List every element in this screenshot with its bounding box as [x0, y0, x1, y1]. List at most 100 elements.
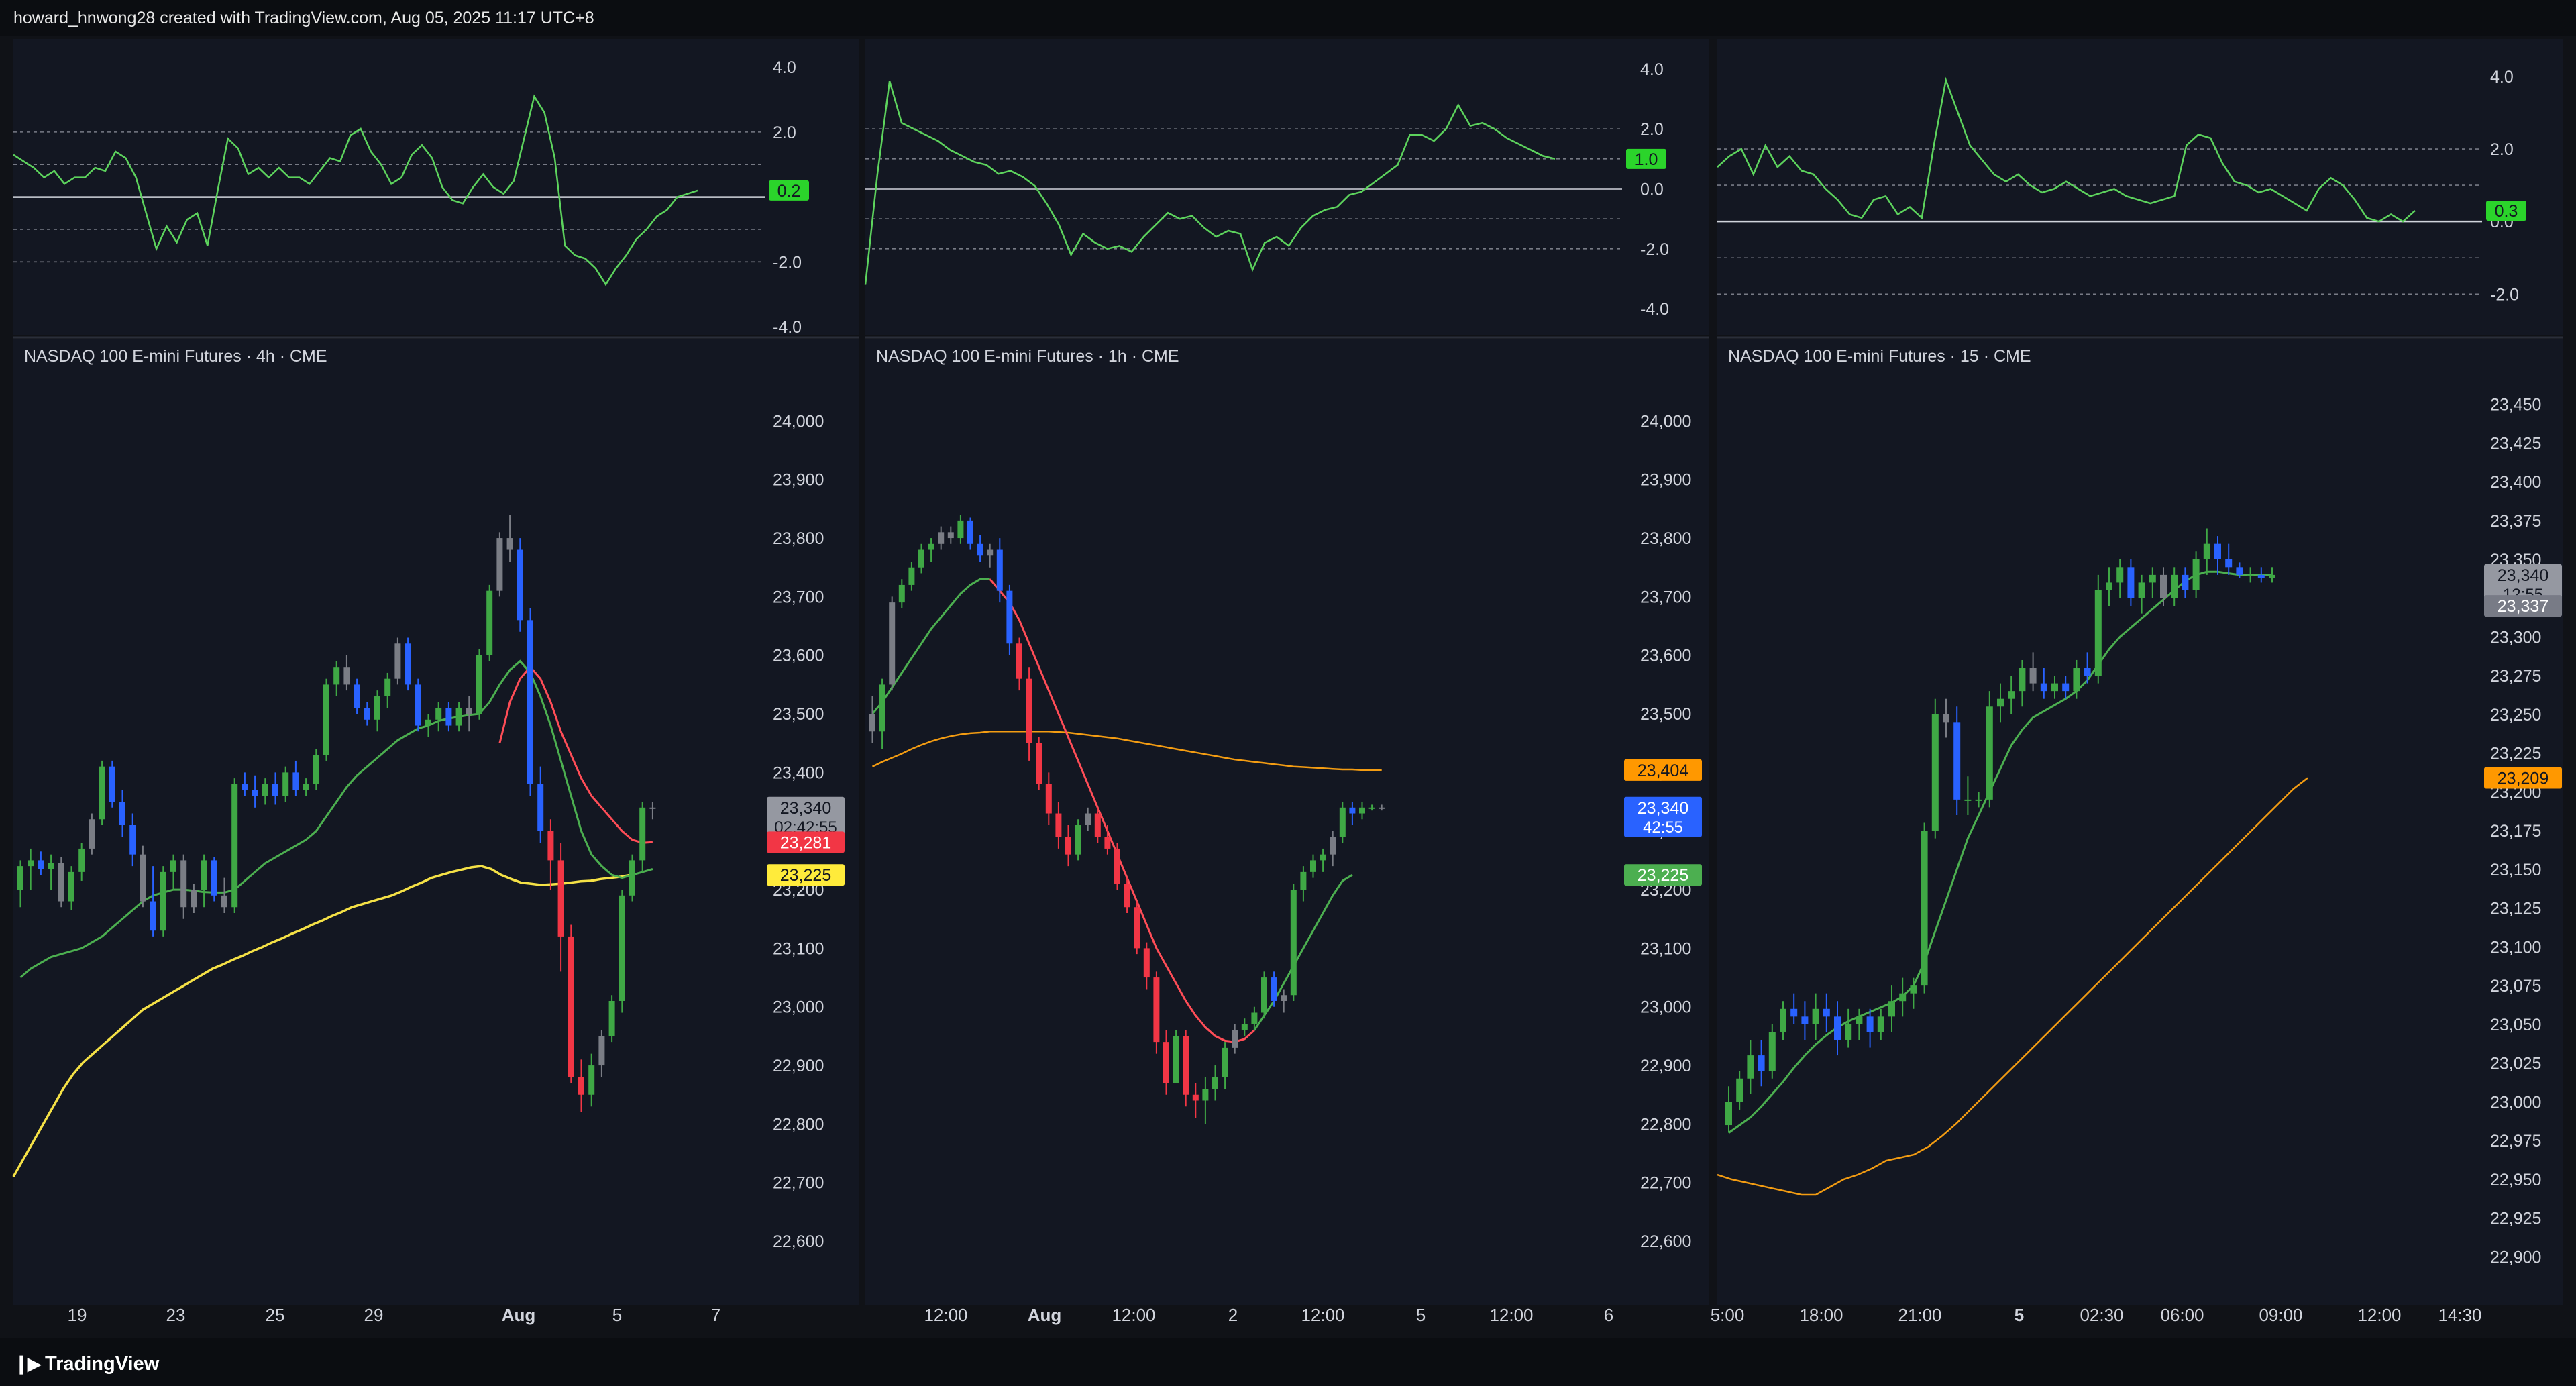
- candle: [1931, 698, 1939, 839]
- candle: [578, 1059, 584, 1112]
- oscillator-tick-label: -2.0: [773, 253, 802, 272]
- candle: [1953, 706, 1961, 815]
- candle: [2040, 668, 2047, 699]
- candle: [425, 714, 431, 737]
- price-tick-label: 22,975: [2490, 1132, 2541, 1151]
- candle-body: [918, 549, 924, 568]
- candle-body: [1986, 706, 1993, 800]
- candle: [2214, 536, 2221, 575]
- candle-body: [2225, 559, 2233, 568]
- oscillator-tick-label: -2.0: [1640, 240, 1669, 259]
- candle-body: [343, 667, 350, 685]
- candle: [1866, 1008, 1874, 1048]
- candle: [1845, 1008, 1852, 1048]
- candle-body: [2116, 567, 2124, 583]
- candle: [17, 860, 23, 908]
- candle: [445, 702, 452, 732]
- candle: [160, 866, 166, 937]
- candle: [374, 690, 380, 732]
- candle: [89, 813, 95, 855]
- candle: [119, 790, 125, 837]
- price-tick-label: 22,600: [1640, 1232, 1691, 1251]
- candle: [967, 517, 973, 550]
- candle: [2116, 559, 2124, 598]
- price-tick-label: 23,900: [1640, 471, 1691, 490]
- candle: [343, 655, 350, 691]
- candle: [405, 637, 411, 691]
- candle-body: [496, 538, 503, 591]
- candle: [1016, 637, 1022, 691]
- oscillator-pane: [13, 39, 859, 335]
- candle: [506, 515, 513, 562]
- price-tick-label: 23,175: [2490, 822, 2541, 841]
- price-tick-label: 23,100: [1640, 939, 1691, 958]
- candle: [1222, 1042, 1228, 1089]
- candle: [1812, 993, 1819, 1040]
- candle: [1747, 1039, 1754, 1094]
- candle-body: [1085, 813, 1091, 825]
- time-tick-label: 5: [2015, 1305, 2024, 1325]
- candle-body: [1768, 1032, 1776, 1071]
- candle: [231, 778, 238, 913]
- price-tick-label: 23,700: [1640, 588, 1691, 606]
- price-axis-label-value: 23,404: [1638, 761, 1689, 780]
- candle: [415, 678, 421, 732]
- candle-body: [48, 863, 54, 869]
- candle: [1921, 822, 1928, 994]
- price-tick-label: 22,700: [773, 1174, 824, 1193]
- brand-name: TradingView: [45, 1353, 160, 1375]
- candle: [1251, 1006, 1258, 1030]
- candle: [1780, 1001, 1786, 1040]
- candle: [435, 702, 442, 732]
- candle: [649, 802, 656, 820]
- oscillator-last-value-text: 0.2: [777, 182, 801, 201]
- time-tick-label: 23: [166, 1305, 186, 1325]
- candle-body: [1921, 831, 1928, 986]
- candle-body: [170, 860, 176, 872]
- candle: [2225, 543, 2233, 575]
- candle: [2257, 567, 2265, 583]
- candle: [1758, 1039, 1765, 1087]
- candle-body: [588, 1065, 595, 1095]
- candle-body: [140, 854, 146, 902]
- candle-body: [1368, 807, 1375, 809]
- candle: [1888, 985, 1895, 1032]
- candle-body: [1812, 1008, 1819, 1024]
- candle-body: [608, 1001, 615, 1036]
- candle-body: [2160, 574, 2167, 598]
- candle: [1143, 942, 1150, 990]
- candle: [2138, 574, 2145, 614]
- candle: [1300, 866, 1307, 902]
- candle-body: [1300, 871, 1307, 890]
- candle-body: [1877, 1016, 1884, 1032]
- candle-body: [241, 784, 248, 790]
- candle-body: [1232, 1030, 1238, 1048]
- price-axis-label-bg: [767, 864, 845, 886]
- candle: [323, 678, 329, 761]
- price-tick-label: 22,700: [1640, 1174, 1691, 1193]
- candle: [384, 672, 391, 708]
- candle: [1790, 993, 1798, 1024]
- tradingview-brand[interactable]: ❙▶ TradingView: [13, 1352, 159, 1375]
- candle: [1975, 792, 1982, 808]
- candle: [1036, 737, 1042, 790]
- candle: [1163, 1030, 1169, 1095]
- candle-body: [1192, 1094, 1199, 1101]
- price-axis-label-countdown: 42:55: [1643, 818, 1683, 837]
- candle: [1104, 825, 1111, 855]
- time-tick-label: 12:00: [1489, 1305, 1533, 1325]
- oscillator-tick-label: 2.0: [773, 123, 796, 142]
- candle: [354, 678, 360, 714]
- chart-title: NASDAQ 100 E-mini Futures · 15 · CME: [1728, 347, 2031, 366]
- candle: [938, 526, 945, 550]
- candle: [486, 584, 493, 661]
- price-pane: [1717, 339, 2563, 1305]
- candle: [537, 766, 544, 843]
- chart-title: NASDAQ 100 E-mini Futures · 4h · CME: [24, 347, 327, 366]
- candle-body: [354, 684, 360, 708]
- candle: [2192, 551, 2200, 598]
- candle: [1856, 1008, 1863, 1040]
- price-tick-label: 23,800: [773, 529, 824, 548]
